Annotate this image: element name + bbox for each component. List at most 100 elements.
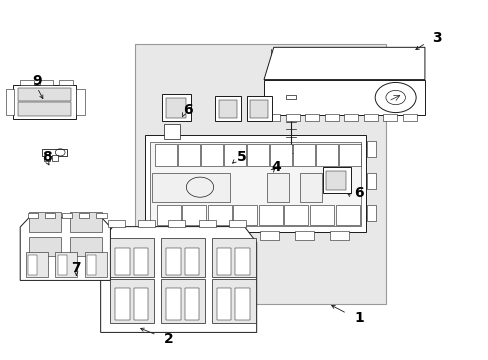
FancyBboxPatch shape <box>70 237 102 256</box>
FancyBboxPatch shape <box>110 279 154 323</box>
FancyBboxPatch shape <box>189 231 208 240</box>
Text: 7: 7 <box>71 261 81 275</box>
FancyBboxPatch shape <box>235 288 249 320</box>
Text: 8: 8 <box>42 150 52 164</box>
FancyBboxPatch shape <box>207 205 231 225</box>
FancyBboxPatch shape <box>161 279 204 323</box>
Text: 4: 4 <box>271 161 281 175</box>
FancyBboxPatch shape <box>216 248 231 275</box>
FancyBboxPatch shape <box>138 220 155 226</box>
Text: 9: 9 <box>32 75 42 89</box>
Text: 2: 2 <box>163 332 173 346</box>
Polygon shape <box>264 80 424 116</box>
FancyBboxPatch shape <box>76 89 84 116</box>
Polygon shape <box>215 96 240 121</box>
FancyBboxPatch shape <box>258 205 283 225</box>
FancyBboxPatch shape <box>201 144 223 166</box>
Polygon shape <box>42 149 67 156</box>
FancyBboxPatch shape <box>326 171 345 190</box>
Text: 3: 3 <box>431 31 441 45</box>
FancyBboxPatch shape <box>59 80 73 85</box>
Polygon shape <box>135 44 385 304</box>
FancyBboxPatch shape <box>115 288 130 320</box>
FancyBboxPatch shape <box>163 125 179 139</box>
Polygon shape <box>101 226 256 332</box>
FancyBboxPatch shape <box>134 288 148 320</box>
FancyBboxPatch shape <box>216 288 231 320</box>
FancyBboxPatch shape <box>235 248 249 275</box>
FancyBboxPatch shape <box>29 212 61 232</box>
FancyBboxPatch shape <box>154 231 173 240</box>
FancyBboxPatch shape <box>366 205 375 221</box>
Polygon shape <box>264 47 424 80</box>
FancyBboxPatch shape <box>152 173 229 202</box>
FancyBboxPatch shape <box>168 220 185 226</box>
Text: 1: 1 <box>353 311 363 325</box>
FancyBboxPatch shape <box>84 252 106 277</box>
Text: 5: 5 <box>237 150 246 164</box>
FancyBboxPatch shape <box>5 89 14 116</box>
FancyBboxPatch shape <box>87 255 96 275</box>
FancyBboxPatch shape <box>250 100 268 118</box>
FancyBboxPatch shape <box>44 213 55 218</box>
FancyBboxPatch shape <box>134 248 148 275</box>
FancyBboxPatch shape <box>259 231 279 240</box>
FancyBboxPatch shape <box>40 80 53 85</box>
FancyBboxPatch shape <box>157 205 181 225</box>
Polygon shape <box>20 218 110 280</box>
FancyBboxPatch shape <box>184 288 199 320</box>
FancyBboxPatch shape <box>52 155 58 161</box>
FancyBboxPatch shape <box>70 212 102 232</box>
FancyBboxPatch shape <box>165 248 180 275</box>
FancyBboxPatch shape <box>20 80 34 85</box>
FancyBboxPatch shape <box>284 205 308 225</box>
Polygon shape <box>144 135 366 232</box>
FancyBboxPatch shape <box>211 238 255 278</box>
FancyBboxPatch shape <box>18 102 71 116</box>
FancyBboxPatch shape <box>58 255 66 275</box>
FancyBboxPatch shape <box>198 220 215 226</box>
FancyBboxPatch shape <box>44 155 50 161</box>
FancyBboxPatch shape <box>79 213 89 218</box>
FancyBboxPatch shape <box>115 248 130 275</box>
FancyBboxPatch shape <box>363 114 377 121</box>
FancyBboxPatch shape <box>299 173 322 202</box>
FancyBboxPatch shape <box>182 205 206 225</box>
FancyBboxPatch shape <box>150 141 360 226</box>
Polygon shape <box>322 167 350 193</box>
FancyBboxPatch shape <box>309 205 333 225</box>
FancyBboxPatch shape <box>285 114 299 121</box>
FancyBboxPatch shape <box>292 144 314 166</box>
Text: 6: 6 <box>353 185 363 199</box>
Polygon shape <box>13 85 76 119</box>
FancyBboxPatch shape <box>29 237 61 256</box>
Text: 6: 6 <box>183 103 193 117</box>
FancyBboxPatch shape <box>315 144 337 166</box>
FancyBboxPatch shape <box>325 114 338 121</box>
FancyBboxPatch shape <box>305 114 319 121</box>
FancyBboxPatch shape <box>178 144 200 166</box>
FancyBboxPatch shape <box>335 205 359 225</box>
FancyBboxPatch shape <box>269 144 291 166</box>
FancyBboxPatch shape <box>155 144 177 166</box>
FancyBboxPatch shape <box>96 213 106 218</box>
FancyBboxPatch shape <box>266 114 280 121</box>
FancyBboxPatch shape <box>366 140 375 157</box>
FancyBboxPatch shape <box>338 144 360 166</box>
FancyBboxPatch shape <box>383 114 396 121</box>
FancyBboxPatch shape <box>26 252 48 277</box>
FancyBboxPatch shape <box>294 231 314 240</box>
FancyBboxPatch shape <box>286 95 296 99</box>
FancyBboxPatch shape <box>55 252 77 277</box>
FancyBboxPatch shape <box>228 220 245 226</box>
FancyBboxPatch shape <box>224 231 244 240</box>
FancyBboxPatch shape <box>344 114 357 121</box>
FancyBboxPatch shape <box>218 100 236 118</box>
Polygon shape <box>246 96 272 121</box>
FancyBboxPatch shape <box>108 220 125 226</box>
FancyBboxPatch shape <box>246 144 268 166</box>
FancyBboxPatch shape <box>61 213 72 218</box>
FancyBboxPatch shape <box>161 238 204 278</box>
FancyBboxPatch shape <box>110 238 154 278</box>
FancyBboxPatch shape <box>329 231 348 240</box>
